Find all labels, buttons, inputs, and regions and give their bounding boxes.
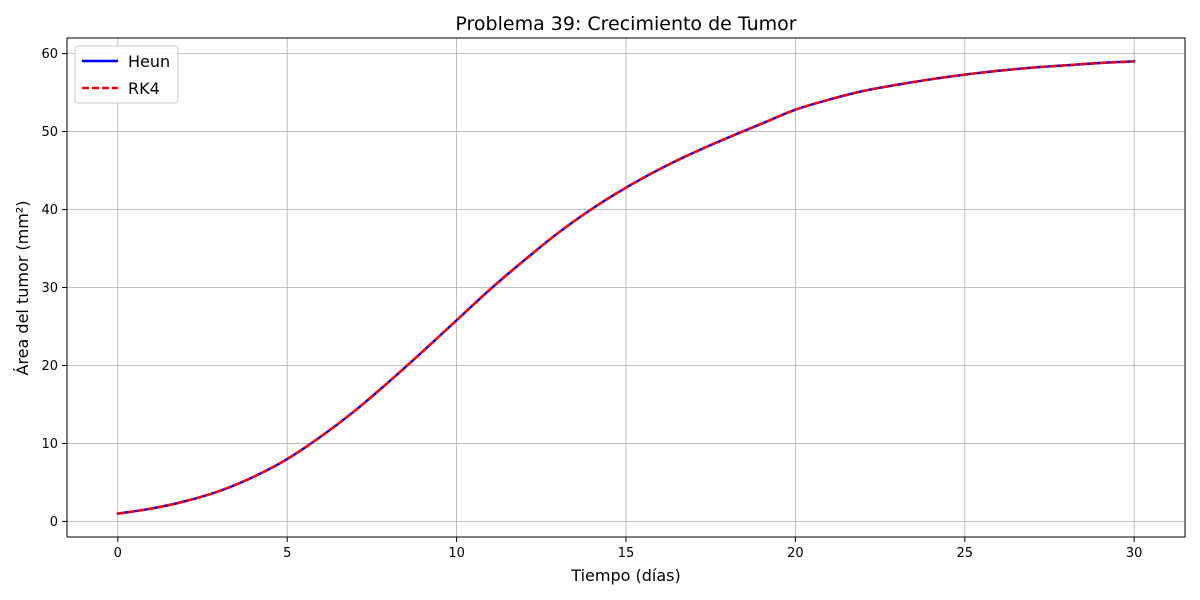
y-tick-label: 10 bbox=[41, 437, 58, 452]
y-tick-label: 50 bbox=[41, 125, 58, 140]
x-tick-label: 10 bbox=[448, 546, 465, 561]
grid bbox=[67, 38, 1185, 537]
chart-title: Problema 39: Crecimiento de Tumor bbox=[455, 13, 796, 35]
series-line-rk4 bbox=[117, 60, 1135, 515]
y-tick-label: 40 bbox=[41, 203, 58, 218]
x-tick-label: 20 bbox=[787, 546, 804, 561]
x-tick-label: 5 bbox=[283, 546, 291, 561]
plot-frame bbox=[66, 37, 1186, 538]
y-axis-title: Área del tumor (mm²) bbox=[13, 201, 32, 376]
legend: Heun RK4 bbox=[74, 45, 179, 104]
axes: 0 5 10 15 20 25 30 0 10 20 30 40 50 60 bbox=[41, 47, 1142, 561]
y-tick-label: 0 bbox=[50, 515, 58, 530]
y-tick-label: 30 bbox=[41, 281, 58, 296]
series-lines bbox=[116, 60, 1136, 515]
x-tick-label: 30 bbox=[1126, 546, 1143, 561]
legend-label-rk4: RK4 bbox=[128, 79, 160, 98]
x-tick-label: 15 bbox=[618, 546, 635, 561]
y-tick-label: 60 bbox=[41, 47, 58, 62]
x-axis-title: Tiempo (días) bbox=[570, 566, 680, 585]
legend-label-heun: Heun bbox=[128, 52, 170, 71]
y-tick-label: 20 bbox=[41, 359, 58, 374]
x-tick-label: 0 bbox=[114, 546, 122, 561]
x-tick-label: 25 bbox=[957, 546, 974, 561]
